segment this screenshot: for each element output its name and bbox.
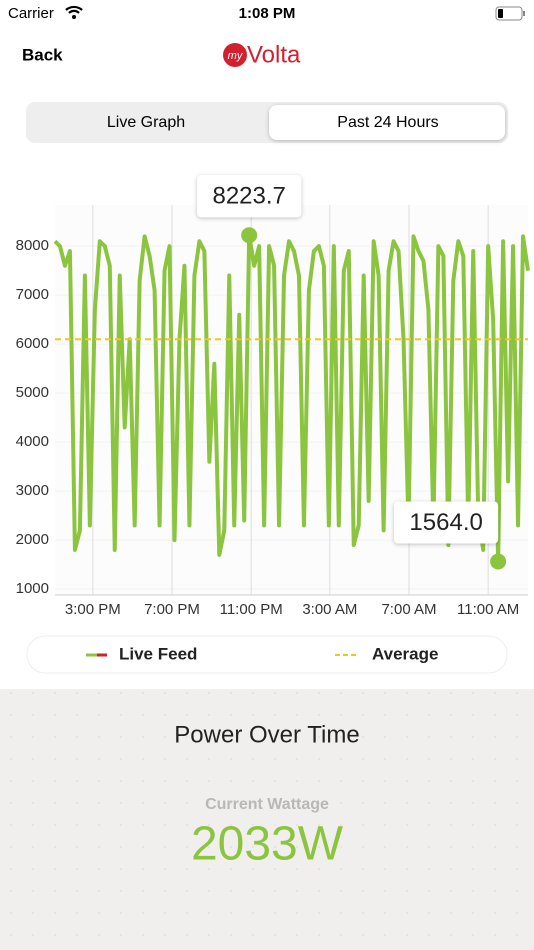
logo-prefix: my xyxy=(228,50,244,62)
wattage-value: 2033W xyxy=(191,818,344,871)
x-tick-label: 3:00 AM xyxy=(302,601,357,618)
wifi-dot xyxy=(72,15,76,19)
tooltip-value: 8223.7 xyxy=(212,183,285,210)
y-tick-label: 3000 xyxy=(16,482,49,499)
summary-title: Power Over Time xyxy=(174,721,359,748)
segment-24h[interactable]: Past 24 Hours xyxy=(337,114,438,131)
point-marker xyxy=(241,227,258,244)
wattage-label: Current Wattage xyxy=(205,796,329,813)
data-line xyxy=(53,233,530,564)
wifi-icon xyxy=(65,5,83,14)
legend-label: Live Feed xyxy=(119,644,197,663)
back-button[interactable]: Back xyxy=(22,45,63,64)
tooltip xyxy=(197,175,302,218)
x-tick-label: 11:00 AM xyxy=(457,601,519,618)
summary-pattern xyxy=(0,689,534,950)
legend-label: Average xyxy=(372,644,438,663)
tooltip xyxy=(394,501,499,544)
logo-text: Volta xyxy=(247,41,301,68)
carrier: Carrier xyxy=(8,5,54,22)
selected-segment[interactable] xyxy=(269,105,505,140)
y-tick-label: 6000 xyxy=(16,335,49,352)
y-tick-label: 7000 xyxy=(16,286,49,303)
point-marker xyxy=(490,553,507,570)
battery xyxy=(495,6,523,21)
x-tick-label: 11:00 PM xyxy=(220,601,283,618)
x-tick-label: 3:00 PM xyxy=(65,601,121,618)
segment-live[interactable]: Live Graph xyxy=(107,114,185,131)
y-tick-label: 2000 xyxy=(16,531,49,548)
battery-level xyxy=(498,9,503,18)
y-tick-label: 8000 xyxy=(16,237,49,254)
battery-tip xyxy=(523,11,525,16)
tooltip-value: 1564.0 xyxy=(409,509,482,536)
clock: 1:08 PM xyxy=(239,5,296,22)
y-tick-label: 4000 xyxy=(16,433,49,450)
legend xyxy=(26,635,508,674)
x-tick-label: 7:00 AM xyxy=(381,601,436,618)
y-tick-label: 1000 xyxy=(16,580,49,597)
x-tick-label: 7:00 PM xyxy=(144,601,200,618)
y-tick-label: 5000 xyxy=(16,384,49,401)
logo-circle xyxy=(223,43,247,67)
